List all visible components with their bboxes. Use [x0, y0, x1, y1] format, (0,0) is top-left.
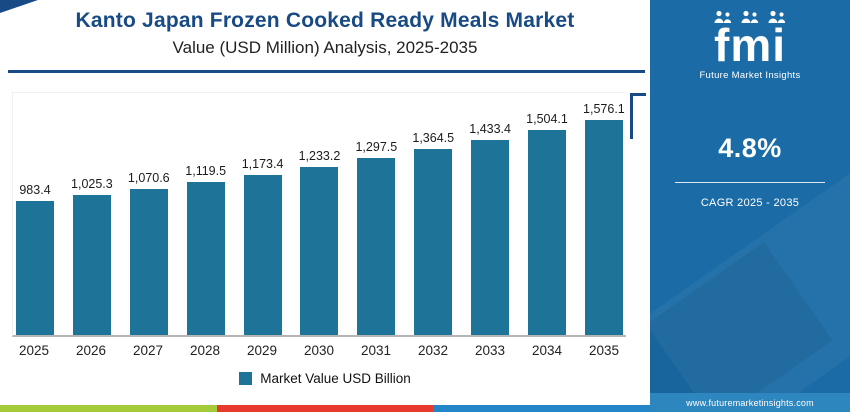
bar: [72, 195, 111, 335]
bar-column: 1,364.5: [411, 131, 455, 335]
stripe-red: [216, 405, 434, 412]
bar-column: 1,119.5: [184, 164, 228, 335]
legend-swatch: [239, 372, 253, 385]
cagr-value: 4.8%: [718, 133, 782, 164]
x-axis-label: 2033: [474, 343, 506, 358]
x-axis-label: 2034: [531, 343, 563, 358]
logo-icon-row: [650, 10, 850, 24]
bar-value-label: 1,119.5: [185, 164, 227, 179]
bar-column: 1,233.2: [297, 149, 341, 335]
cagr-divider: [675, 182, 825, 184]
chart-title-line1: Kanto Japan Frozen Cooked Ready Meals Ma…: [75, 9, 575, 32]
bar-value-label: 983.4: [19, 182, 51, 197]
website-url: www.futuremarketinsights.com: [650, 393, 850, 412]
bar-column: 1,025.3: [70, 177, 114, 335]
bar-column: 1,297.5: [354, 140, 398, 335]
bar-value-label: 1,070.6: [127, 171, 170, 185]
stripe-blue: [433, 405, 651, 412]
bar: [129, 189, 168, 335]
people-icon: [741, 10, 759, 23]
chart-legend: Market Value USD Billion: [0, 371, 650, 386]
title-divider: [8, 70, 645, 73]
bottom-stripes: [0, 405, 651, 412]
bar: [357, 158, 396, 335]
bar-column: 1,433.4: [468, 121, 512, 335]
bar-column: 983.4: [13, 183, 57, 335]
bar-value-label: 1,297.5: [355, 140, 398, 154]
bar-chart: 983.4 1,025.3 1,070.6 1,119.5 1,173.4 1,233.2…: [12, 92, 626, 337]
bar-columns: 983.4 1,025.3 1,070.6 1,119.5 1,173.4 1,233.2…: [13, 93, 626, 335]
bar-value-label: 1,233.2: [298, 148, 341, 163]
x-axis-label: 2035: [588, 343, 620, 358]
fmi-logo: fmi Future Market Insights: [650, 0, 850, 81]
bar-column: 1,070.6: [127, 171, 171, 335]
corner-bracket: [630, 93, 646, 139]
bar: [584, 120, 623, 335]
legend-label: Market Value USD Billion: [260, 371, 411, 386]
cagr-label: CAGR 2025 - 2035: [700, 197, 800, 210]
logo-subtext: Future Market Insights: [699, 70, 801, 82]
bar-value-label: 1,576.1: [583, 102, 625, 116]
bar: [471, 139, 510, 335]
bar-value-label: 1,173.4: [241, 156, 284, 171]
bar: [186, 182, 225, 335]
stripe-green: [0, 405, 217, 412]
x-axis-labels: 2025 2026 2027 2028 2029 2030 2031 2032 2033 2034…: [12, 343, 626, 358]
x-axis-label: 2031: [360, 343, 392, 358]
x-axis-label: 2025: [18, 343, 50, 358]
people-icon: [714, 10, 732, 23]
x-axis-label: 2032: [417, 343, 449, 358]
chart-area: Kanto Japan Frozen Cooked Ready Meals Ma…: [0, 0, 651, 412]
x-axis-label: 2027: [132, 343, 164, 358]
bar-column: 1,504.1: [525, 112, 569, 335]
bar: [414, 148, 453, 335]
sidebar-panel: fmi Future Market Insights 4.8% CAGR 202…: [650, 0, 850, 412]
logo-text: fmi: [714, 19, 786, 71]
bar-column: 1,173.4: [241, 157, 285, 335]
people-icon: [768, 10, 786, 23]
bar-value-label: 1,433.4: [469, 121, 511, 136]
bar-column: 1,576.1: [582, 102, 626, 335]
bar: [528, 129, 567, 335]
bar: [16, 200, 54, 335]
x-axis-label: 2030: [303, 343, 335, 358]
x-axis-label: 2026: [75, 343, 107, 358]
bar-value-label: 1,504.1: [526, 111, 568, 126]
x-axis-label: 2029: [246, 343, 278, 358]
bar: [243, 174, 282, 335]
chart-title-line2: Value (USD Million) Analysis, 2025-2035: [172, 38, 478, 57]
bar: [300, 166, 339, 335]
bar-value-label: 1,025.3: [71, 177, 113, 192]
x-axis-label: 2028: [189, 343, 221, 358]
bar-value-label: 1,364.5: [412, 130, 455, 145]
